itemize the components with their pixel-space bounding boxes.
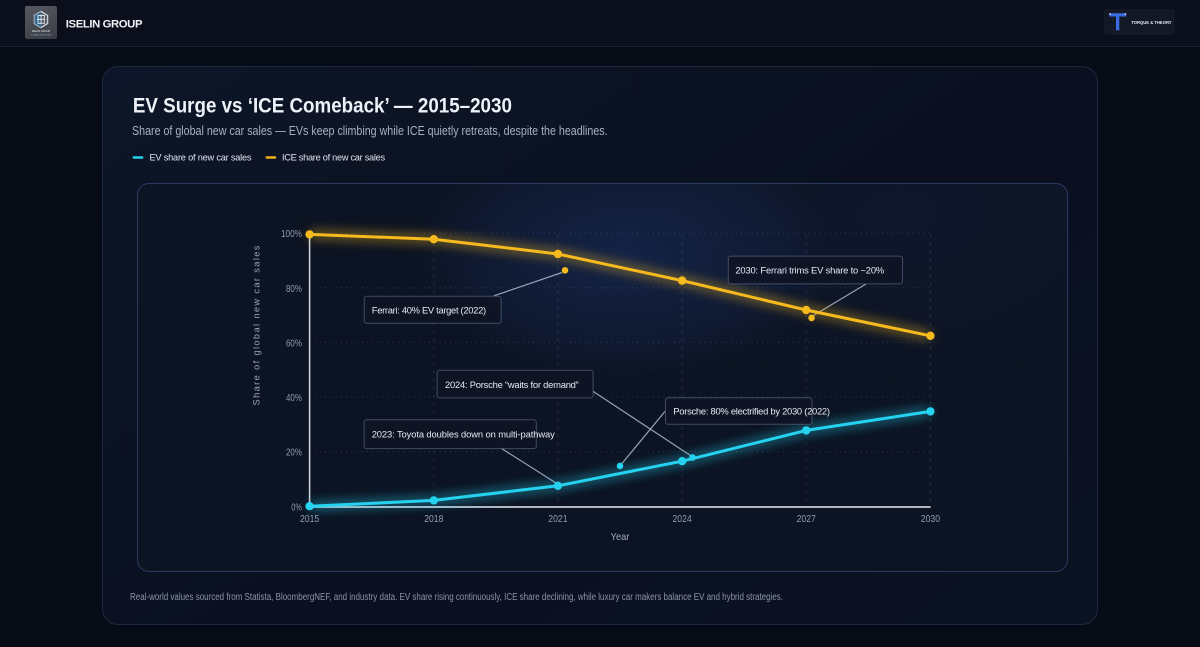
svg-text:ISELIN GROUP: ISELIN GROUP bbox=[32, 29, 51, 33]
svg-text:GLOBAL INDUSTRIES: GLOBAL INDUSTRIES bbox=[31, 34, 52, 37]
